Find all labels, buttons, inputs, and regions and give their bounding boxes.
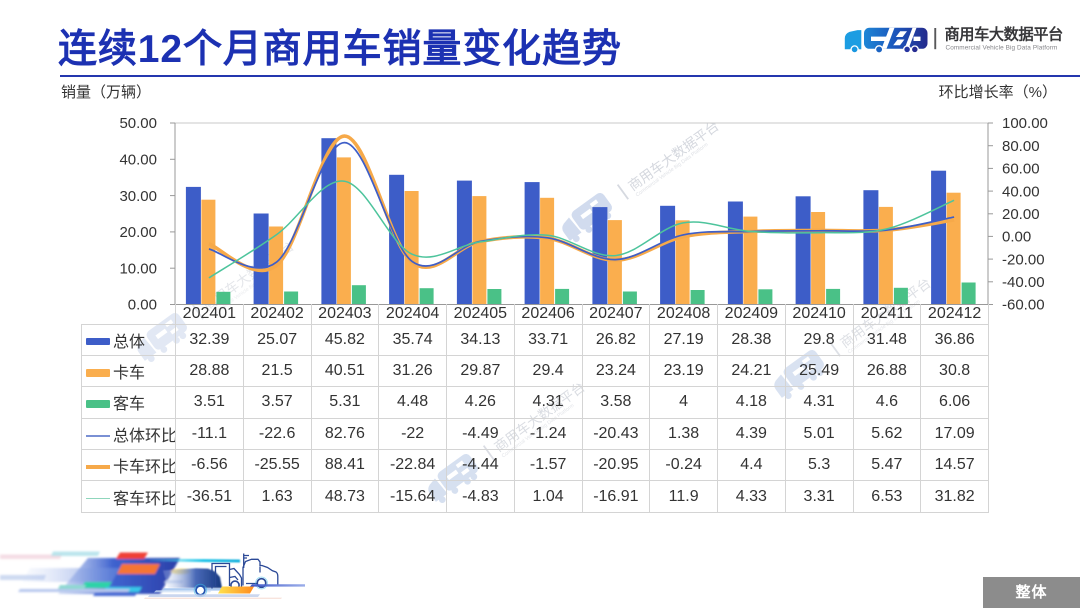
svg-text:0.00: 0.00 xyxy=(1002,229,1031,246)
svg-text:-40.00: -40.00 xyxy=(1002,274,1045,291)
svg-text:30.00: 30.00 xyxy=(119,188,157,205)
svg-text:40.00: 40.00 xyxy=(119,152,157,169)
svg-text:40.00: 40.00 xyxy=(1002,183,1040,200)
svg-text:10.00: 10.00 xyxy=(119,260,157,277)
svg-text:-60.00: -60.00 xyxy=(1002,297,1045,314)
svg-text:100.00: 100.00 xyxy=(1002,115,1048,132)
svg-text:商用车大数据平台: 商用车大数据平台 xyxy=(945,26,1064,44)
svg-text:50.00: 50.00 xyxy=(119,115,157,132)
svg-text:20.00: 20.00 xyxy=(119,224,157,241)
svg-text:Commercial Vehicle Big Data Pl: Commercial Vehicle Big Data Platform xyxy=(946,45,1058,52)
svg-text:60.00: 60.00 xyxy=(1002,161,1040,178)
svg-text:-20.00: -20.00 xyxy=(1002,251,1045,268)
svg-text:20.00: 20.00 xyxy=(1002,206,1040,223)
svg-text:80.00: 80.00 xyxy=(1002,138,1040,155)
